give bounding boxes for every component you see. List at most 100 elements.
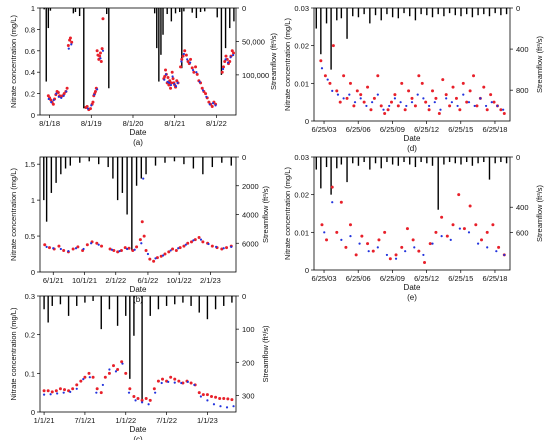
observed-point [386, 108, 390, 112]
observed-point [424, 100, 428, 104]
observed-point [163, 252, 167, 256]
observed-point [330, 185, 334, 189]
streamflow-bar [174, 8, 177, 14]
plot-frame [39, 295, 237, 413]
streamflow-bar [47, 8, 50, 29]
streamflow-bar [45, 157, 48, 222]
streamflow-bar [160, 8, 162, 55]
observed-point [366, 242, 370, 246]
observed-point [138, 238, 142, 242]
predicted-point [186, 380, 189, 383]
streamflow-bar [397, 8, 400, 19]
x-tick-label: 2/1/23 [200, 276, 221, 285]
x-axis-label: Date [130, 285, 147, 294]
observed-point [166, 76, 170, 80]
predicted-point [215, 245, 218, 248]
streamflow-bar [460, 157, 462, 165]
y-tick-label: 0 [31, 268, 35, 277]
observed-point [393, 93, 397, 97]
predicted-point [42, 393, 46, 396]
streamflow-bar [164, 157, 166, 163]
predicted-point [433, 101, 436, 104]
y2-axis-label: Streamflow (ft³/s) [535, 35, 544, 93]
predicted-point [198, 80, 201, 83]
observed-point [457, 193, 461, 197]
predicted-point [476, 242, 480, 245]
observed-point [366, 85, 370, 89]
x-tick-label: 6/1/21 [43, 276, 64, 285]
y2-axis-label: Streamflow (ft³/s) [269, 32, 278, 90]
observed-point [394, 253, 398, 257]
observed-point [468, 204, 472, 208]
predicted-point [95, 391, 98, 394]
predicted-point [348, 93, 351, 96]
observed-point [462, 227, 466, 231]
predicted-point [74, 247, 78, 250]
observed-point [195, 72, 199, 76]
x-tick-label: 6/1/22 [138, 276, 159, 285]
streamflow-bar [477, 157, 479, 164]
streamflow-bar [126, 157, 128, 215]
x-tick-label: 6/25/06 [346, 125, 371, 134]
y-tick-label: 0 [305, 117, 309, 126]
observed-point [342, 74, 346, 78]
observed-point [491, 223, 495, 227]
y2-tick-label: 400 [516, 203, 529, 212]
observed-point [128, 387, 132, 391]
predicted-point [101, 383, 104, 387]
observed-point [335, 230, 339, 234]
streamflow-series [315, 157, 508, 210]
observed-point [437, 111, 441, 115]
observed-point [91, 375, 95, 379]
observed-point [348, 81, 352, 85]
observed-point [177, 379, 181, 383]
predicted-point [229, 56, 232, 59]
streamflow-bar [229, 8, 231, 29]
observed-point [108, 247, 112, 251]
observed-point [210, 244, 214, 248]
x-tick-label: 2/1/22 [105, 276, 126, 285]
predicted-point [49, 393, 52, 396]
x-tick-label: 7/1/21 [74, 416, 95, 425]
predicted-point [86, 107, 90, 110]
predicted-point [96, 88, 99, 91]
predicted-point [177, 247, 180, 250]
predicted-point [70, 43, 73, 46]
streamflow-bar [224, 8, 227, 49]
predicted-point [449, 238, 452, 241]
streamflow-bar [437, 8, 439, 15]
x-tick-label: 10/1/21 [72, 276, 97, 285]
observed-point [485, 230, 489, 234]
streamflow-bar [336, 8, 338, 21]
x-tick-label: 6/25/09 [380, 125, 405, 134]
observed-point [454, 96, 458, 100]
y-tick-label: 0.02 [294, 191, 309, 200]
predicted-point [349, 235, 352, 238]
observed-point [127, 246, 131, 250]
predicted-point [467, 101, 471, 104]
observed-point [174, 248, 178, 252]
observed-point [220, 70, 224, 74]
y2-tick-label: 0 [516, 153, 520, 162]
observed-point [112, 248, 116, 252]
observed-point [183, 49, 187, 53]
x-tick-label: 6/25/03 [312, 274, 337, 283]
y2-tick-label: 100,000 [242, 71, 269, 80]
predicted-point [62, 391, 65, 394]
predicted-point [67, 47, 70, 50]
predicted-series [42, 362, 235, 409]
predicted-point [60, 96, 63, 99]
y2-tick-label: 600 [516, 228, 529, 237]
streamflow-bar [386, 157, 388, 163]
predicted-point [422, 253, 425, 257]
x-tick-label: 1/1/22 [115, 416, 136, 425]
streamflow-bar [336, 157, 338, 169]
y-tick-label: 0.3 [25, 292, 35, 301]
streamflow-bar [471, 8, 474, 18]
observed-point [444, 93, 448, 97]
y2-tick-label: 0 [516, 4, 520, 13]
streamflow-bar [149, 296, 151, 316]
observed-point [502, 111, 506, 115]
y2-tick-label: 800 [516, 86, 529, 95]
streamflow-bar [500, 157, 502, 163]
